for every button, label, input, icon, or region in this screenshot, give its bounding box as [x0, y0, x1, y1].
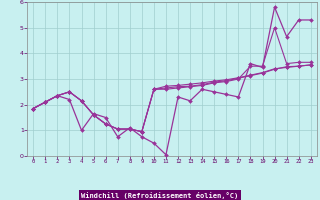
Text: Windchill (Refroidissement éolien,°C): Windchill (Refroidissement éolien,°C): [81, 192, 239, 199]
